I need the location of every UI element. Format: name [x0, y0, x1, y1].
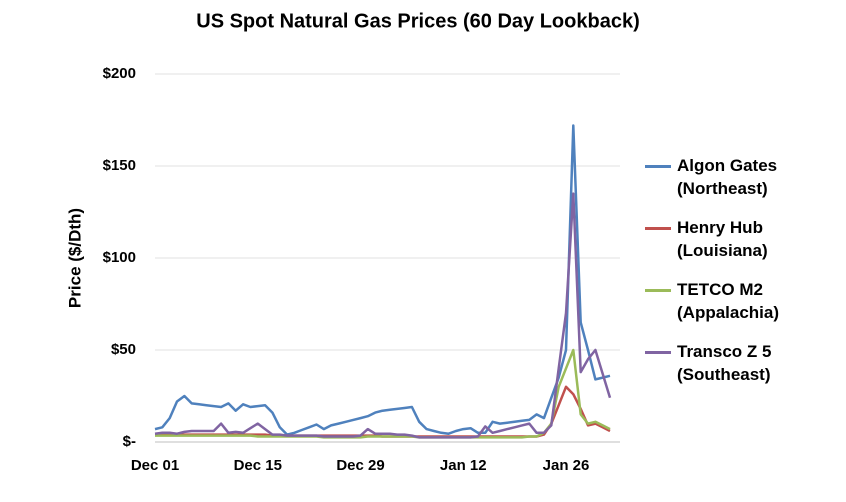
y-axis-label: Price ($/Dth) [65, 208, 84, 308]
y-tick-label: $50 [111, 341, 136, 358]
chart-title: US Spot Natural Gas Prices (60 Day Lookb… [196, 10, 640, 32]
y-tick-label: $- [123, 433, 136, 450]
x-tick-label: Dec 01 [131, 457, 179, 474]
legend-entry: Transco Z 5 (Southeast) [645, 340, 827, 386]
legend-entry: Henry Hub (Louisiana) [645, 216, 827, 262]
series-line [155, 348, 611, 439]
legend-label: Transco Z 5 (Southeast) [677, 342, 772, 384]
y-tick-label: $150 [103, 157, 136, 174]
legend-label: Henry Hub (Louisiana) [677, 218, 768, 260]
legend-label: TETCO M2 (Appalachia) [677, 280, 780, 322]
legend-swatch [645, 289, 671, 292]
y-tick-label: $200 [103, 65, 136, 82]
legend-swatch [645, 165, 671, 168]
legend-swatch [645, 227, 671, 230]
legend-entry: TETCO M2 (Appalachia) [645, 278, 827, 324]
x-tick-label: Jan 12 [440, 457, 487, 474]
x-tick-label: Dec 29 [336, 457, 384, 474]
x-tick-label: Dec 15 [234, 457, 282, 474]
y-tick-label: $100 [103, 249, 136, 266]
series-line [154, 192, 612, 439]
legend-entry: Algon Gates (Northeast) [645, 154, 827, 200]
x-tick-label: Jan 26 [543, 457, 590, 474]
legend-label: Algon Gates (Northeast) [677, 156, 778, 198]
series-line [154, 124, 611, 436]
legend-swatch [645, 351, 671, 354]
